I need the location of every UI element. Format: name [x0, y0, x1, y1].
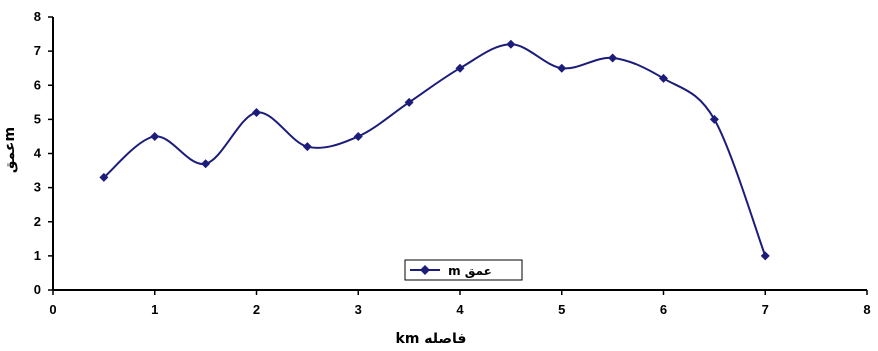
tick-labels: 0 1 2 3 4 5 6 7 8 0 1 2 3 4 5 6 7 8: [34, 9, 871, 317]
series-layer: [99, 39, 770, 261]
series-line: [103, 43, 767, 257]
x-tick-label: 2: [253, 302, 260, 317]
y-tick-label: 7: [34, 43, 41, 58]
data-point: [404, 97, 414, 107]
y-tick-label: 1: [34, 248, 41, 263]
y-tick-label: 0: [34, 282, 41, 297]
data-point: [709, 114, 719, 124]
x-tick-label: 8: [863, 302, 870, 317]
data-point: [201, 159, 211, 169]
legend-marker: [420, 265, 430, 275]
x-tick-label: 7: [762, 302, 769, 317]
y-tick-label: 3: [34, 180, 41, 195]
x-tick-label: 5: [558, 302, 565, 317]
y-axis-title: عمقm: [2, 127, 18, 173]
x-tick-label: 6: [660, 302, 667, 317]
data-point: [760, 251, 770, 261]
y-tick-label: 8: [34, 9, 41, 24]
data-point: [353, 131, 363, 141]
y-tick-label: 5: [34, 111, 41, 126]
x-tick-label: 3: [355, 302, 362, 317]
data-point: [455, 63, 465, 73]
x-tick-label: 4: [456, 302, 464, 317]
y-tick-label: 6: [34, 77, 41, 92]
y-tick-label: 2: [34, 214, 41, 229]
data-point: [99, 172, 109, 182]
legend-box: [404, 259, 523, 281]
data-point: [557, 63, 567, 73]
data-point: [659, 73, 668, 83]
data-point: [150, 131, 160, 141]
legend: عمق m: [404, 259, 523, 281]
y-tick-label: 4: [34, 146, 42, 161]
data-point: [302, 142, 312, 152]
legend-entry-label: عمق m: [448, 264, 492, 278]
data-point: [252, 108, 261, 118]
data-point: [608, 53, 618, 63]
x-tick-label: 0: [49, 302, 56, 317]
x-tick-label: 1: [151, 302, 158, 317]
x-axis-title: فاصله km: [396, 331, 467, 347]
axes: [48, 16, 868, 295]
data-point: [506, 39, 516, 49]
